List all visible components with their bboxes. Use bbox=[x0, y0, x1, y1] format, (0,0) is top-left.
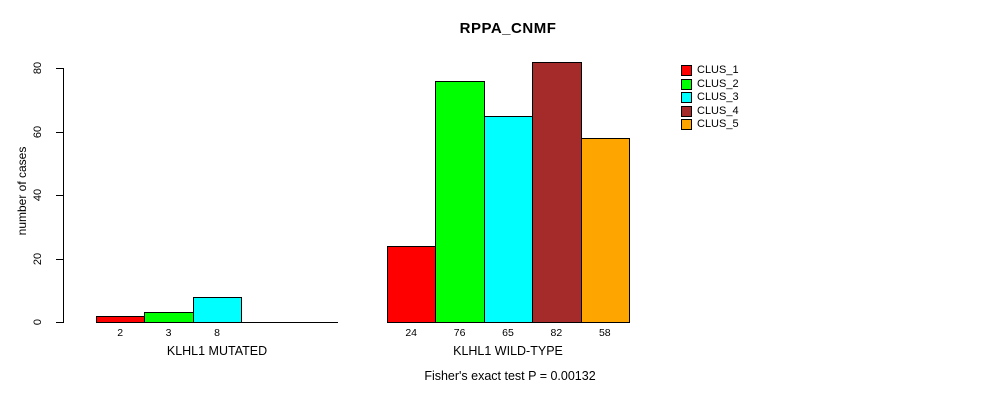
bar-value-label: 24 bbox=[405, 327, 418, 339]
y-tick bbox=[56, 258, 63, 260]
category-label: KLHL1 WILD-TYPE bbox=[453, 344, 563, 358]
y-tick-label: 20 bbox=[32, 252, 44, 265]
legend-item-clus_1: CLUS_1 bbox=[681, 64, 739, 78]
legend-label: CLUS_5 bbox=[697, 118, 739, 131]
legend-item-clus_3: CLUS_3 bbox=[681, 91, 739, 105]
bar-clus_3-wildtype bbox=[483, 115, 534, 323]
y-tick-label: 0 bbox=[32, 318, 44, 326]
chart-title: RPPA_CNMF bbox=[459, 20, 557, 37]
legend-item-clus_4: CLUS_4 bbox=[681, 105, 739, 119]
legend: CLUS_1 CLUS_2 CLUS_3 CLUS_4 CLUS_5 bbox=[681, 64, 739, 132]
y-tick bbox=[56, 322, 63, 323]
legend-swatch-icon bbox=[681, 78, 692, 90]
y-tick bbox=[56, 195, 63, 196]
legend-item-clus_5: CLUS_5 bbox=[681, 118, 739, 132]
bar-clus_1-mutated bbox=[96, 315, 146, 323]
bar-value-label: 8 bbox=[214, 327, 220, 339]
bar-value-label: 58 bbox=[598, 327, 611, 339]
bar-value-label: 82 bbox=[550, 327, 563, 339]
y-tick-label: 40 bbox=[32, 188, 44, 202]
bar-clus_1-wildtype bbox=[387, 245, 437, 323]
bar-value-label: 2 bbox=[117, 327, 124, 339]
legend-item-clus_2: CLUS_2 bbox=[681, 78, 739, 92]
bar-clus_2-mutated bbox=[144, 312, 194, 323]
legend-swatch-icon bbox=[681, 119, 692, 131]
legend-label: CLUS_2 bbox=[697, 77, 739, 90]
y-axis-label: number of cases bbox=[15, 146, 29, 236]
bar-value-label: 3 bbox=[165, 327, 172, 339]
legend-swatch-icon bbox=[681, 92, 692, 104]
y-axis-line bbox=[63, 68, 64, 323]
bar-clus_5-wildtype bbox=[580, 137, 630, 323]
y-tick bbox=[56, 68, 63, 69]
y-tick-label: 60 bbox=[32, 125, 44, 138]
legend-label: CLUS_1 bbox=[697, 64, 739, 77]
bar-clus_4-wildtype bbox=[532, 61, 582, 323]
bar-clus_2-wildtype bbox=[435, 80, 485, 323]
legend-swatch-icon bbox=[681, 105, 692, 117]
bar-clus_3-mutated bbox=[192, 296, 243, 323]
bar-value-label: 65 bbox=[502, 327, 514, 339]
y-tick-label: 80 bbox=[32, 61, 44, 75]
legend-swatch-icon bbox=[681, 65, 692, 77]
category-label: KLHL1 MUTATED bbox=[166, 344, 268, 358]
legend-label: CLUS_3 bbox=[697, 91, 739, 104]
y-tick bbox=[56, 131, 63, 133]
subtitle-pvalue: Fisher's exact test P = 0.00132 bbox=[424, 369, 596, 383]
bar-value-label: 76 bbox=[453, 327, 466, 339]
legend-label: CLUS_4 bbox=[697, 104, 739, 117]
